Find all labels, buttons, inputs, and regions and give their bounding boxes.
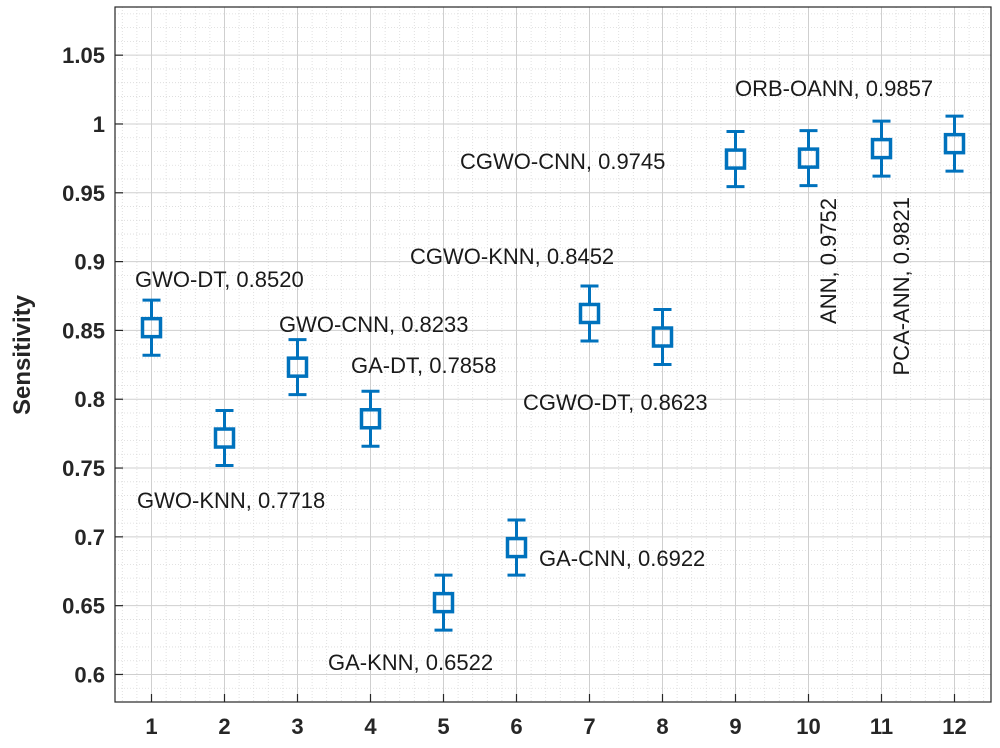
square-marker <box>724 148 747 170</box>
square-marker <box>432 591 455 614</box>
point-annotation: PCA-ANN, 0.9821 <box>889 197 914 376</box>
y-tick-label: 0.8 <box>74 387 105 412</box>
point-annotation: ANN, 0.9752 <box>816 198 841 324</box>
data-point <box>140 298 163 357</box>
data-series <box>140 114 966 632</box>
point-annotation: GA-DT, 0.7858 <box>351 353 497 378</box>
x-tick-label: 10 <box>796 714 820 739</box>
x-tick-label: 4 <box>364 714 377 739</box>
data-point <box>213 409 236 468</box>
point-annotation: GWO-CNN, 0.8233 <box>279 312 469 337</box>
annotations: GWO-DT, 0.8520 GWO-KNN, 0.7718 GWO-CNN, 0.… <box>135 76 933 675</box>
square-marker <box>651 326 674 348</box>
point-annotation: CGWO-DT, 0.8623 <box>523 390 708 415</box>
square-marker <box>943 132 966 155</box>
point-annotation: GA-KNN, 0.6522 <box>328 650 493 675</box>
y-tick-label: 0.95 <box>62 181 105 206</box>
data-point <box>870 119 893 178</box>
data-point <box>286 338 309 397</box>
y-tick-label: 0.6 <box>74 662 105 687</box>
y-axis-label: Sensitivity <box>9 294 36 415</box>
point-annotation: CGWO-KNN, 0.8452 <box>410 244 614 269</box>
data-point <box>943 114 966 173</box>
x-tick-label: 6 <box>510 714 522 739</box>
data-point <box>359 389 382 448</box>
x-tick-label: 5 <box>437 714 449 739</box>
x-tick-label: 2 <box>218 714 230 739</box>
point-annotation: GA-CNN, 0.6922 <box>539 546 705 571</box>
square-marker <box>870 137 893 160</box>
y-tick-label: 0.85 <box>62 318 105 343</box>
square-marker <box>505 536 528 559</box>
point-annotation: ORB-OANN, 0.9857 <box>735 76 933 101</box>
data-point <box>505 518 528 577</box>
point-annotation: CGWO-CNN, 0.9745 <box>460 149 665 174</box>
y-tick-label: 0.65 <box>62 594 105 619</box>
minor-grid <box>115 7 991 703</box>
x-tick-label: 11 <box>870 714 893 739</box>
y-tick-label: 0.7 <box>74 525 105 550</box>
point-annotation: GWO-DT, 0.8520 <box>135 267 304 292</box>
y-axis-ticks: 0.6 0.65 0.7 0.75 0.8 0.85 0.9 0.95 1 1.05 <box>62 43 123 687</box>
y-tick-label: 1 <box>93 112 105 137</box>
data-point <box>797 129 820 188</box>
point-annotation: GWO-KNN, 0.7718 <box>137 488 325 513</box>
y-tick-label: 0.9 <box>74 250 105 275</box>
data-point <box>651 307 674 367</box>
x-axis-ticks: 1 2 3 4 5 6 7 8 9 10 11 12 <box>145 694 967 739</box>
square-marker <box>359 408 382 430</box>
y-tick-label: 0.75 <box>62 456 105 481</box>
data-point <box>432 573 455 632</box>
square-marker <box>140 316 163 339</box>
major-grid <box>115 7 991 702</box>
square-marker <box>213 427 236 449</box>
x-tick-label: 3 <box>291 714 303 739</box>
square-marker <box>578 302 601 325</box>
x-tick-label: 8 <box>656 714 668 739</box>
y-tick-label: 1.05 <box>62 43 105 68</box>
x-tick-label: 7 <box>583 714 595 739</box>
square-marker <box>797 147 820 169</box>
plot-area-frame <box>114 6 992 703</box>
data-point <box>578 284 601 343</box>
square-marker <box>286 356 309 378</box>
x-tick-label: 1 <box>145 714 157 739</box>
x-tick-label: 9 <box>729 714 741 739</box>
x-tick-label: 12 <box>942 714 966 739</box>
data-point <box>724 130 747 189</box>
